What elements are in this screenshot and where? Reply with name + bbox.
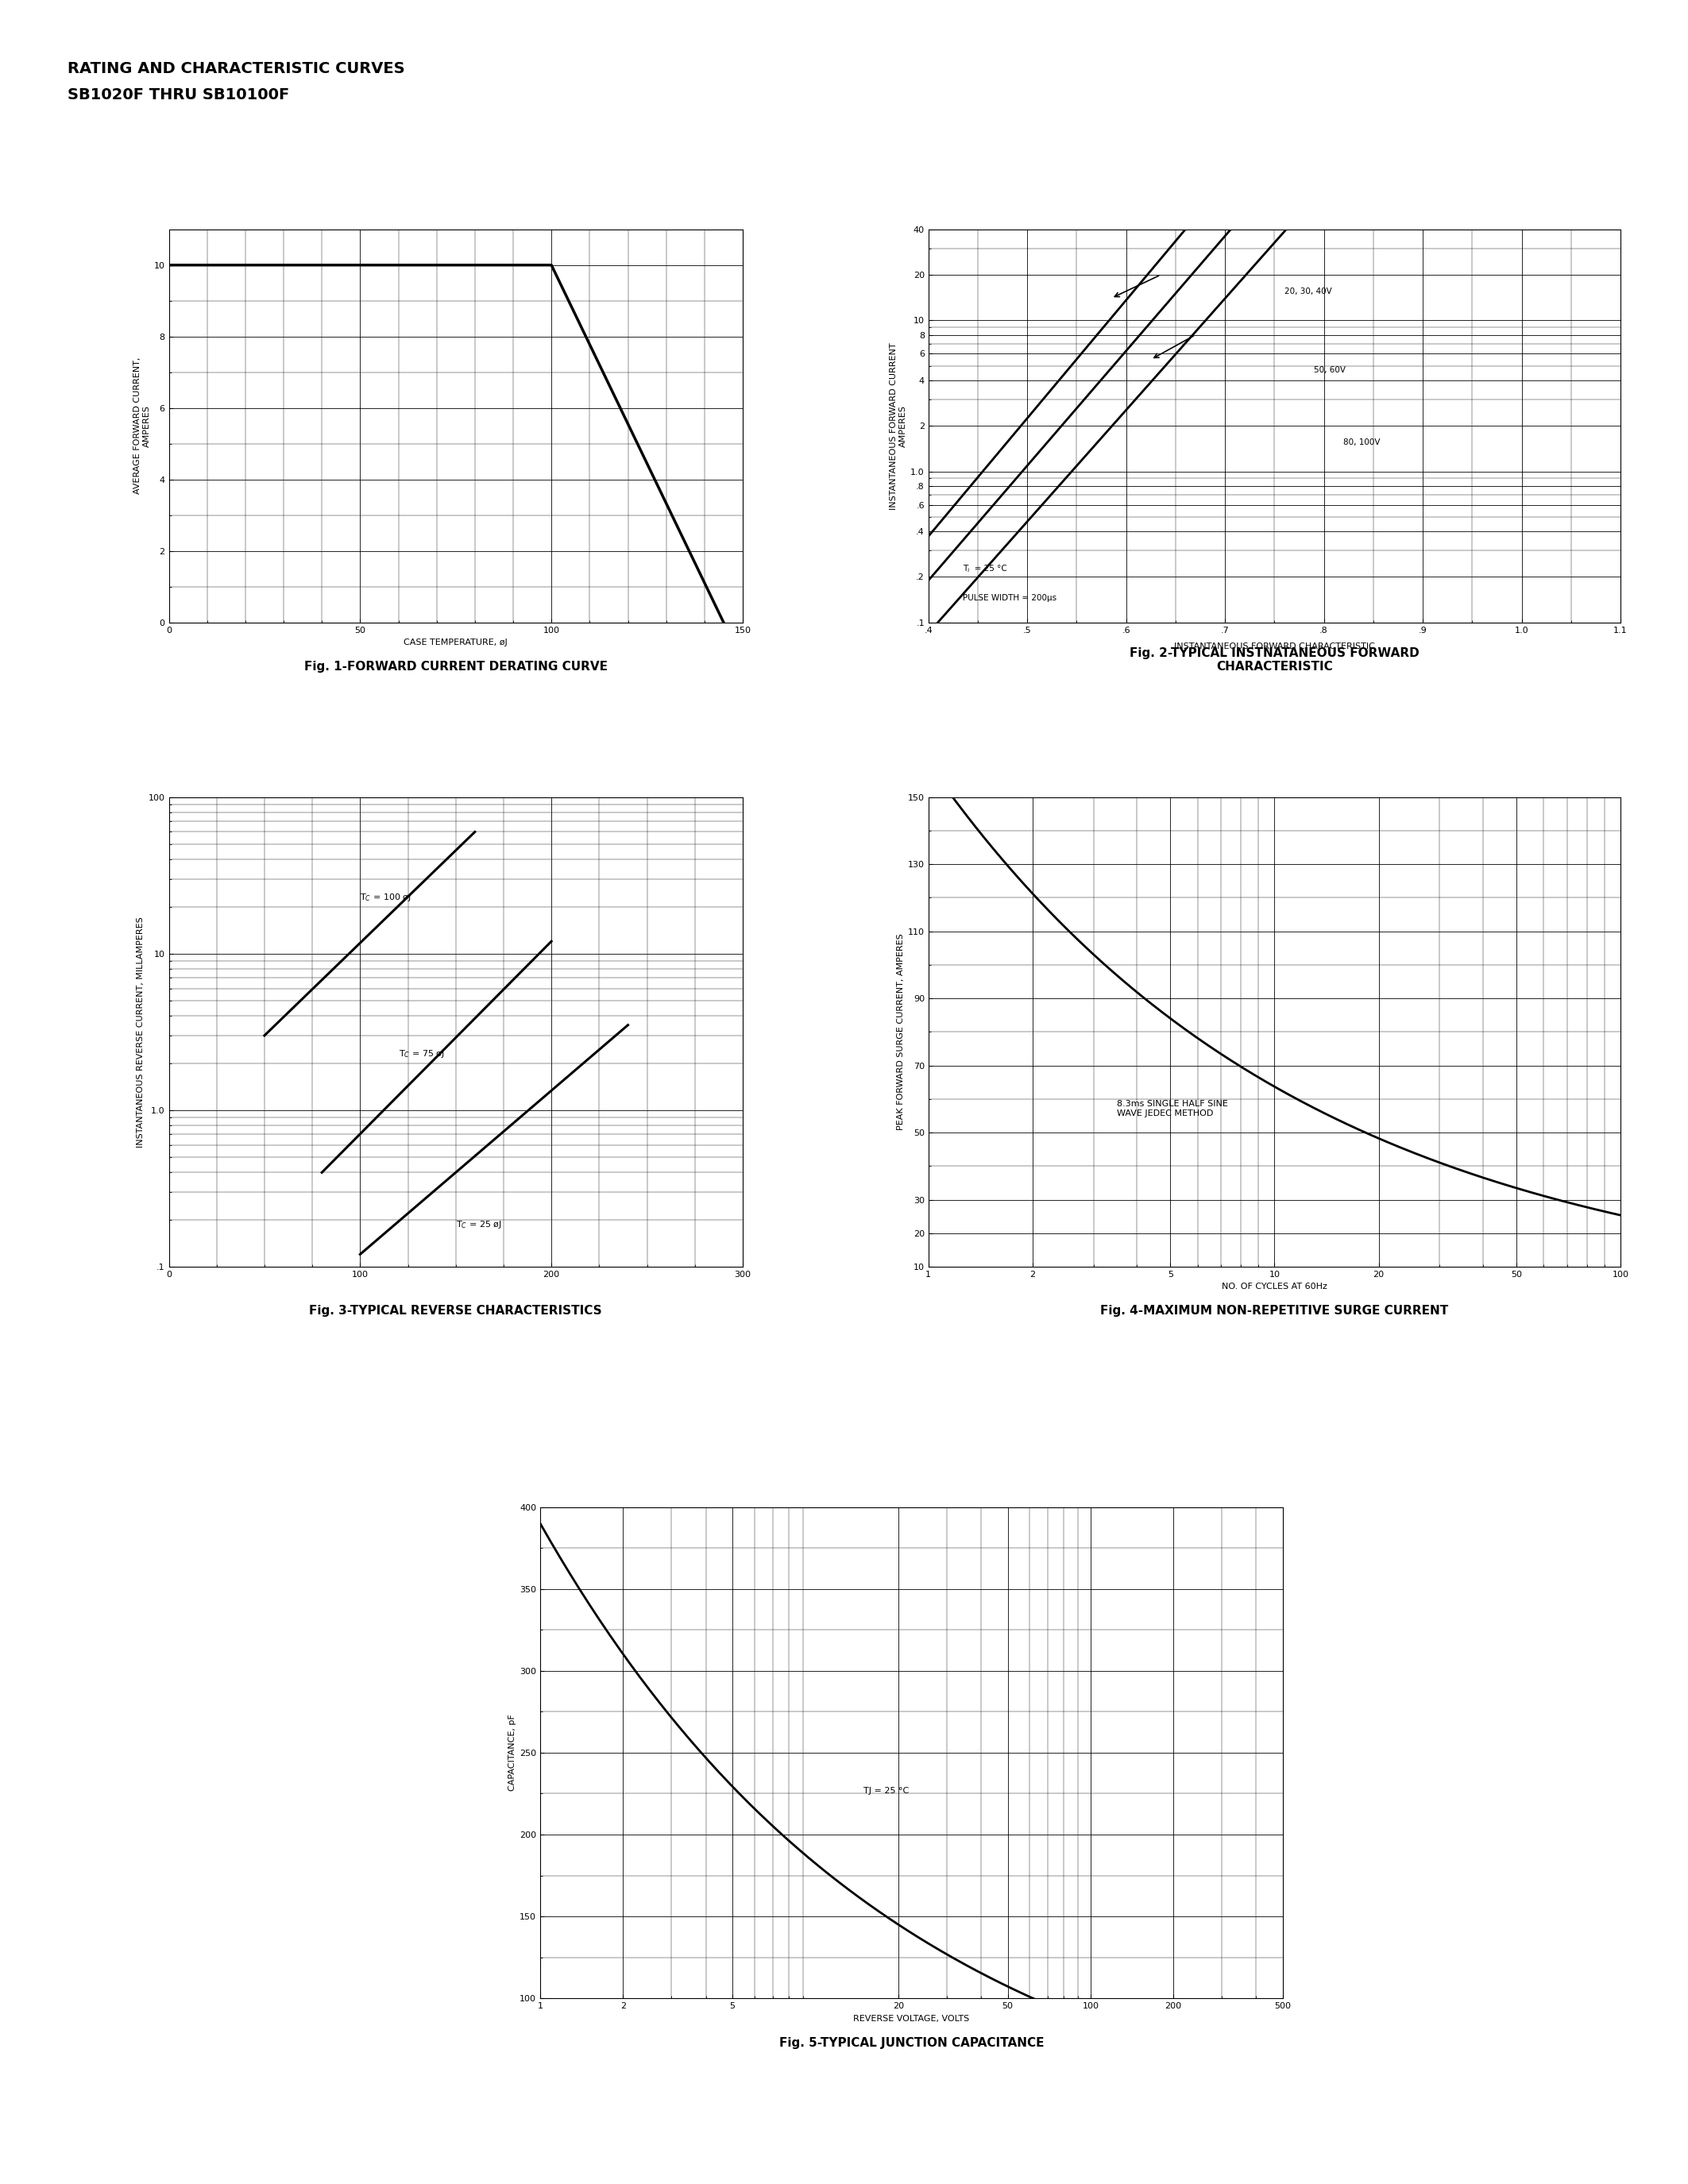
Y-axis label: AVERAGE FORWARD CURRENT,
AMPERES: AVERAGE FORWARD CURRENT, AMPERES <box>133 358 150 494</box>
Text: TJ = 25 °C: TJ = 25 °C <box>864 1787 910 1795</box>
Text: SB1020F THRU SB10100F: SB1020F THRU SB10100F <box>68 87 289 103</box>
Text: INSTANTANEOUS FORWARD CHARACTERISTIC: INSTANTANEOUS FORWARD CHARACTERISTIC <box>1175 642 1374 651</box>
Y-axis label: INSTANTANEOUS FORWARD CURRENT
AMPERES: INSTANTANEOUS FORWARD CURRENT AMPERES <box>890 343 906 509</box>
Text: Fig. 1-FORWARD CURRENT DERATING CURVE: Fig. 1-FORWARD CURRENT DERATING CURVE <box>304 662 608 673</box>
X-axis label: NO. OF CYCLES AT 60Hz: NO. OF CYCLES AT 60Hz <box>1222 1282 1327 1291</box>
Text: T$_C$ = 25 øJ: T$_C$ = 25 øJ <box>456 1219 501 1230</box>
Text: 80, 100V: 80, 100V <box>1344 439 1381 446</box>
X-axis label: CASE TEMPERATURE, øJ: CASE TEMPERATURE, øJ <box>403 638 508 646</box>
Text: Fig. 3-TYPICAL REVERSE CHARACTERISTICS: Fig. 3-TYPICAL REVERSE CHARACTERISTICS <box>309 1306 603 1317</box>
Text: T$_C$ = 75 øJ: T$_C$ = 75 øJ <box>398 1048 444 1059</box>
Y-axis label: INSTANTANEOUS REVERSE CURRENT, MILLAMPERES: INSTANTANEOUS REVERSE CURRENT, MILLAMPER… <box>137 917 145 1147</box>
Text: Tⱼ  = 25 °C: Tⱼ = 25 °C <box>962 563 1008 572</box>
Text: Fig. 2-TYPICAL INSTNATANEOUS FORWARD
CHARACTERISTIC: Fig. 2-TYPICAL INSTNATANEOUS FORWARD CHA… <box>1129 646 1420 673</box>
Text: Fig. 4-MAXIMUM NON-REPETITIVE SURGE CURRENT: Fig. 4-MAXIMUM NON-REPETITIVE SURGE CURR… <box>1101 1306 1448 1317</box>
Text: 50, 60V: 50, 60V <box>1313 367 1345 373</box>
Text: 8.3ms SINGLE HALF SINE
WAVE JEDEC METHOD: 8.3ms SINGLE HALF SINE WAVE JEDEC METHOD <box>1117 1101 1227 1118</box>
Text: 20, 30, 40V: 20, 30, 40V <box>1285 288 1332 295</box>
Y-axis label: PEAK FORWARD SURGE CURRENT, AMPERES: PEAK FORWARD SURGE CURRENT, AMPERES <box>896 933 905 1131</box>
Text: T$_C$ = 100 øJ: T$_C$ = 100 øJ <box>360 891 412 904</box>
Text: PULSE WIDTH = 200μs: PULSE WIDTH = 200μs <box>962 594 1057 603</box>
Text: Fig. 5-TYPICAL JUNCTION CAPACITANCE: Fig. 5-TYPICAL JUNCTION CAPACITANCE <box>780 2038 1043 2049</box>
Text: RATING AND CHARACTERISTIC CURVES: RATING AND CHARACTERISTIC CURVES <box>68 61 405 76</box>
X-axis label: REVERSE VOLTAGE, VOLTS: REVERSE VOLTAGE, VOLTS <box>854 2014 969 2022</box>
Y-axis label: CAPACITANCE, pF: CAPACITANCE, pF <box>508 1714 517 1791</box>
